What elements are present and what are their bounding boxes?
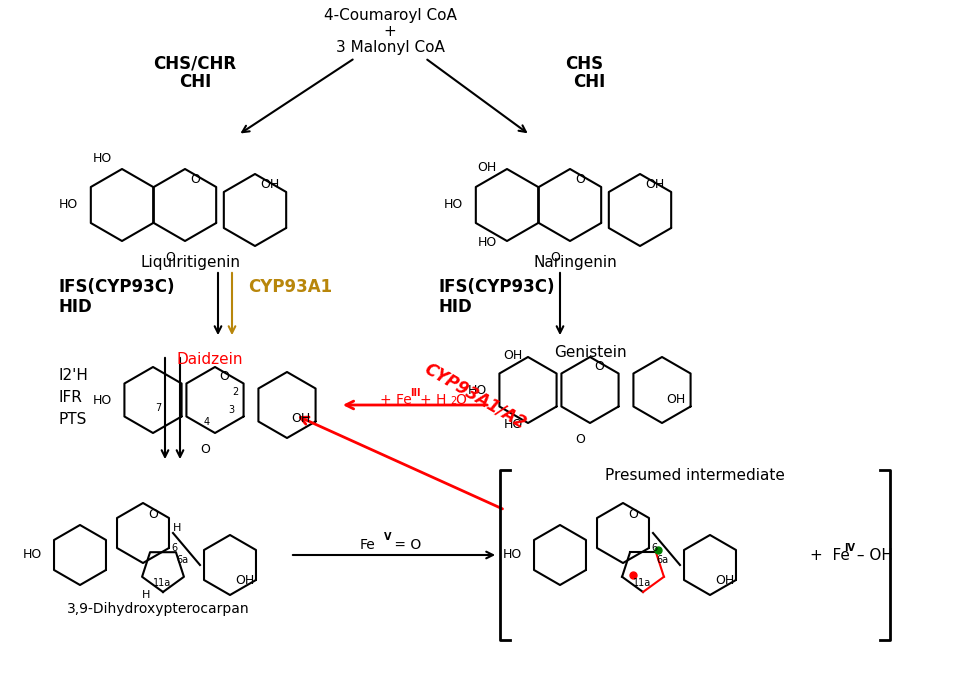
Text: + H: + H — [420, 393, 446, 407]
Text: 6a: 6a — [656, 555, 669, 565]
Text: HO: HO — [22, 549, 42, 561]
Text: O: O — [575, 173, 585, 186]
Text: IV: IV — [844, 543, 855, 553]
Text: Fe: Fe — [360, 538, 376, 552]
Text: IFS(CYP93C): IFS(CYP93C) — [438, 278, 554, 296]
Text: +  Fe: + Fe — [810, 547, 850, 563]
Text: PTS: PTS — [58, 412, 86, 427]
Text: CHS/CHR: CHS/CHR — [153, 55, 236, 73]
Text: HO: HO — [93, 394, 112, 406]
Text: 11a: 11a — [633, 578, 651, 588]
Text: III: III — [410, 388, 421, 398]
Text: 11a: 11a — [153, 578, 171, 588]
Text: OH: OH — [504, 349, 523, 362]
Text: O: O — [455, 393, 466, 407]
Text: 4: 4 — [204, 417, 210, 427]
Text: HO: HO — [468, 384, 487, 396]
Text: HID: HID — [438, 298, 471, 316]
Text: CHI: CHI — [179, 73, 211, 91]
Text: OH: OH — [260, 179, 279, 191]
Text: HO: HO — [93, 152, 112, 166]
Text: O: O — [550, 251, 560, 264]
Text: O: O — [200, 443, 210, 456]
Text: V: V — [384, 532, 391, 542]
Text: + Fe: + Fe — [380, 393, 412, 407]
Text: – OH: – OH — [852, 547, 893, 563]
Text: 6: 6 — [651, 543, 657, 553]
Text: = O: = O — [390, 538, 422, 552]
Text: 6a: 6a — [176, 555, 188, 565]
Text: H: H — [142, 590, 150, 600]
Text: 2: 2 — [232, 387, 238, 397]
Text: Genistein: Genistein — [553, 345, 627, 360]
Text: HO: HO — [444, 199, 463, 212]
Text: Liquiritigenin: Liquiritigenin — [140, 255, 240, 270]
Text: O: O — [190, 173, 200, 186]
Text: CYP93A1: CYP93A1 — [248, 278, 332, 296]
Text: O: O — [594, 361, 604, 373]
Text: Naringenin: Naringenin — [533, 255, 617, 270]
Text: O: O — [165, 251, 175, 264]
Text: IFS(CYP93C): IFS(CYP93C) — [58, 278, 175, 296]
Text: OH: OH — [666, 394, 685, 406]
Text: OH: OH — [477, 161, 497, 174]
Text: CHI: CHI — [573, 73, 605, 91]
Text: OH: OH — [235, 574, 255, 586]
Text: Daidzein: Daidzein — [177, 352, 243, 367]
Text: OH: OH — [291, 412, 310, 425]
Text: O: O — [628, 508, 638, 522]
Text: OH: OH — [645, 179, 665, 191]
Text: 3: 3 — [228, 405, 234, 415]
Text: +: + — [384, 24, 396, 39]
Text: O: O — [219, 371, 229, 384]
Text: 4-Coumaroyl CoA: 4-Coumaroyl CoA — [324, 8, 457, 23]
Text: 7: 7 — [155, 403, 161, 413]
Text: OH: OH — [715, 574, 734, 586]
Text: 2: 2 — [450, 396, 456, 406]
Text: Presumed intermediate: Presumed intermediate — [605, 468, 785, 483]
Text: HO: HO — [477, 236, 497, 249]
Text: 3,9-Dihydroxypterocarpan: 3,9-Dihydroxypterocarpan — [66, 602, 249, 616]
Text: HID: HID — [58, 298, 92, 316]
Text: H: H — [173, 523, 182, 533]
Text: HO: HO — [504, 418, 523, 431]
Text: HO: HO — [59, 199, 78, 212]
Text: 3 Malonyl CoA: 3 Malonyl CoA — [336, 40, 444, 55]
Text: 6: 6 — [171, 543, 177, 553]
Text: CHS: CHS — [565, 55, 603, 73]
Text: IFR: IFR — [58, 390, 82, 405]
Text: HO: HO — [503, 549, 522, 561]
Text: O: O — [148, 508, 158, 522]
Text: CYP93A1/A2: CYP93A1/A2 — [421, 360, 529, 433]
Text: I2'H: I2'H — [58, 368, 88, 383]
Text: O: O — [575, 433, 585, 446]
